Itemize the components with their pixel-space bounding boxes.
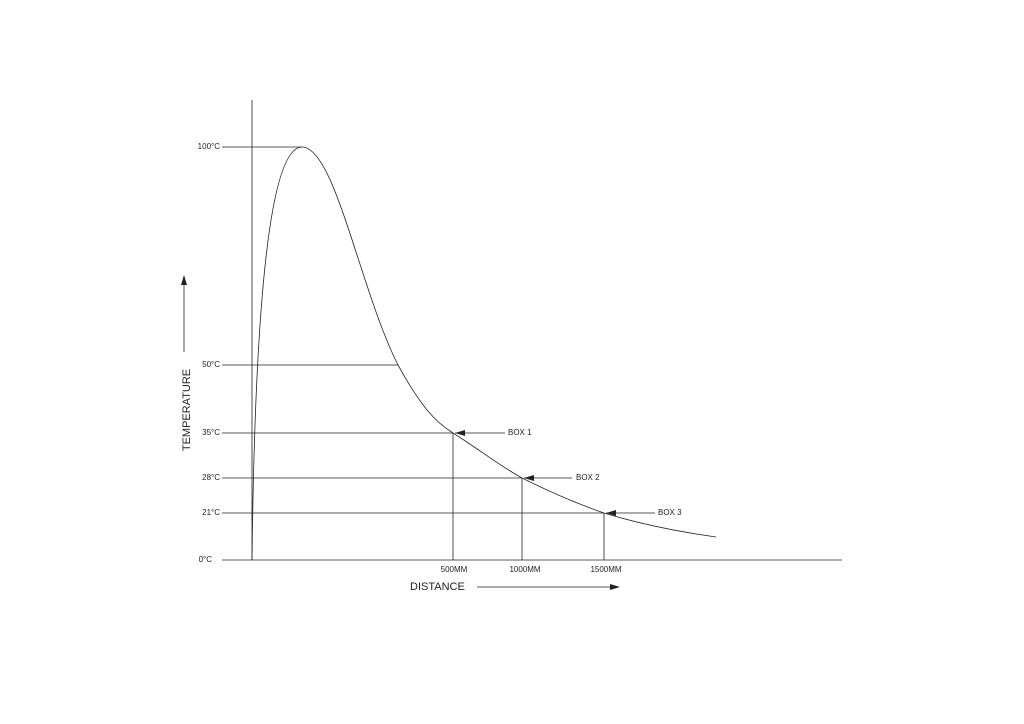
- callout-arrow: [455, 430, 465, 436]
- x-tick-label: 500MM: [441, 565, 468, 574]
- axis-titles: DISTANCE TEMPERATURE: [181, 275, 620, 593]
- y-tick-label: 35°C: [202, 428, 220, 437]
- x-tick-label: 1500MM: [590, 565, 621, 574]
- y-tick-label: 28°C: [202, 473, 220, 482]
- x-tick-label: 1000MM: [509, 565, 540, 574]
- callout-arrow: [606, 510, 616, 516]
- callouts: BOX 1 BOX 2 BOX 3: [455, 428, 682, 517]
- y-tick-labels: 100°C 50°C 35°C 28°C 21°C 0°C: [198, 142, 221, 564]
- axes: [222, 100, 842, 561]
- y-axis-title: TEMPERATURE: [181, 369, 193, 451]
- x-axis-title: DISTANCE: [410, 581, 465, 593]
- y-tick-label: 0°C: [199, 555, 213, 564]
- callout-arrow: [524, 475, 534, 481]
- y-axis-arrowhead: [181, 275, 187, 285]
- callout-label: BOX 1: [508, 428, 532, 437]
- temperature-curve: [251, 146, 717, 561]
- x-axis-arrowhead: [610, 584, 620, 590]
- callout-label: BOX 3: [658, 508, 682, 517]
- callout-label: BOX 2: [576, 473, 600, 482]
- y-tick-label: 100°C: [198, 142, 221, 151]
- x-tick-labels: 500MM 1000MM 1500MM: [441, 565, 622, 574]
- guide-lines: [222, 146, 605, 560]
- y-tick-label: 21°C: [202, 508, 220, 517]
- y-tick-label: 50°C: [202, 360, 220, 369]
